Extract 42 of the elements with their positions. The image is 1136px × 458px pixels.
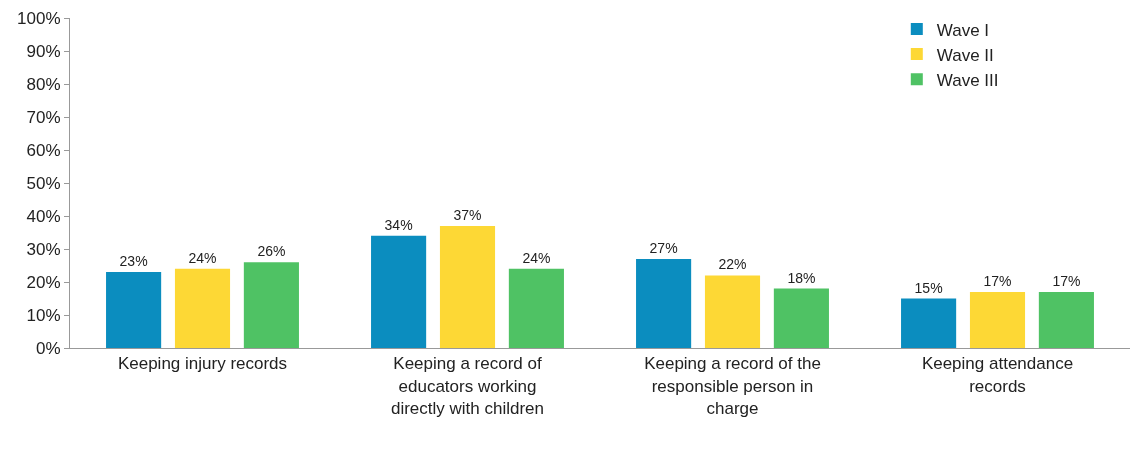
x-tick-label: Keeping injury records <box>117 354 288 374</box>
x-tick-label: Keeping a record of the responsible person in charge <box>644 354 821 418</box>
bar <box>901 298 957 348</box>
y-tick-label: 100% <box>17 8 61 28</box>
bar <box>1038 291 1094 348</box>
bar <box>508 268 564 348</box>
y-tick-label: 30% <box>26 239 61 259</box>
y-tick-label: 20% <box>26 272 61 292</box>
bar <box>636 258 692 348</box>
y-tick-label: 80% <box>26 74 61 94</box>
data-label: 24% <box>522 249 551 266</box>
y-tick-label: 40% <box>26 206 61 226</box>
data-label: 17% <box>983 272 1012 289</box>
data-label: 22% <box>718 256 747 273</box>
bar <box>106 272 162 348</box>
bar <box>773 288 829 348</box>
data-label: 27% <box>649 239 678 256</box>
y-tick-label: 70% <box>26 107 61 127</box>
bar <box>439 225 496 348</box>
legend-label: Wave III <box>936 70 999 90</box>
bar <box>174 268 231 348</box>
legend-label: Wave I <box>936 20 990 40</box>
y-tick-label: 0% <box>36 338 61 358</box>
data-label: 34% <box>384 216 413 233</box>
y-tick-label: 60% <box>26 140 61 160</box>
data-label: 23% <box>119 253 148 270</box>
data-label: 26% <box>257 243 286 260</box>
data-label: 37% <box>453 206 482 223</box>
x-tick-label: Keeping a record of educators working directly with children <box>390 354 545 418</box>
x-tick-label: Keeping attendance records <box>921 354 1074 396</box>
y-tick-label: 10% <box>26 305 61 325</box>
data-label: 24% <box>188 249 217 266</box>
y-tick-label: 90% <box>26 41 61 61</box>
data-label: 15% <box>914 279 943 296</box>
data-label: 18% <box>787 269 816 286</box>
data-label: 17% <box>1052 272 1081 289</box>
bar <box>704 275 761 348</box>
bar <box>371 235 427 348</box>
bar <box>243 262 299 348</box>
y-tick-label: 50% <box>26 173 61 193</box>
bar <box>969 291 1026 348</box>
legend-label: Wave II <box>936 45 994 65</box>
